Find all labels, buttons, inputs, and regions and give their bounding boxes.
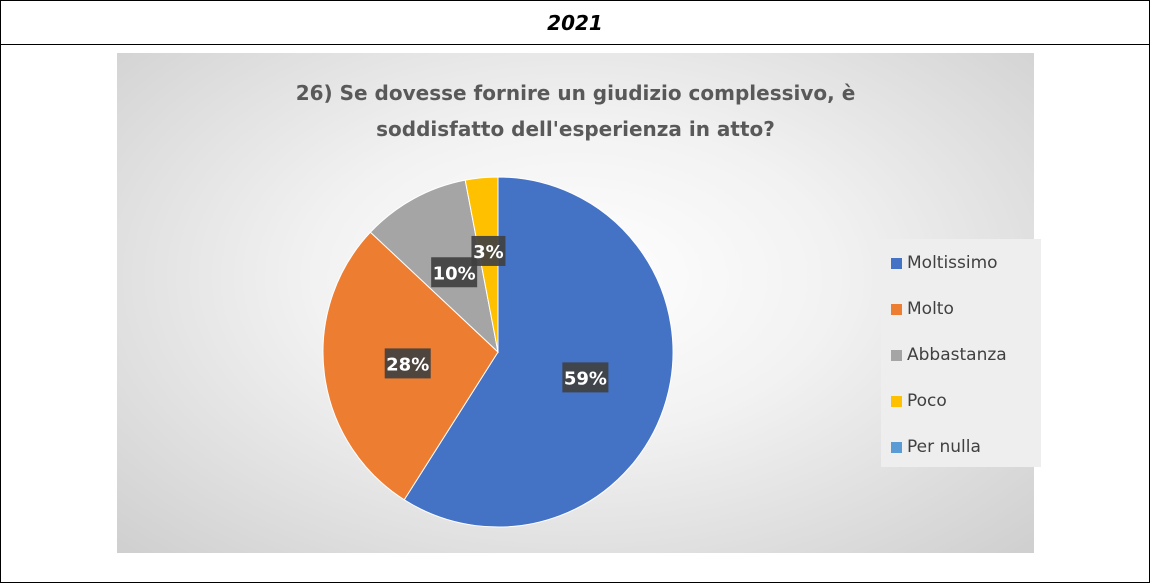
legend-item-moltissimo: Moltissimo — [891, 253, 998, 273]
pie-slice-moltissimo — [403, 176, 674, 528]
legend-item-abbastanza: Abbastanza — [891, 345, 1007, 365]
svg-text:28%: 28% — [386, 354, 429, 375]
chart-title: 26) Se dovesse fornire un giudizio compl… — [117, 75, 1034, 147]
svg-text:3%: 3% — [473, 242, 504, 263]
legend-swatch — [891, 349, 902, 361]
legend-label: Abbastanza — [907, 345, 1007, 365]
legend-item-poco: Poco — [891, 391, 947, 411]
legend-item-molto: Molto — [891, 299, 954, 319]
year-header: 2021 — [1, 1, 1149, 45]
svg-text:10%: 10% — [433, 263, 476, 284]
data-label-poco: 3% — [471, 235, 506, 266]
legend-label: Moltissimo — [907, 253, 998, 273]
chart-title-line-1: 26) Se dovesse fornire un giudizio compl… — [295, 81, 856, 105]
year-label: 2021 — [547, 10, 603, 35]
legend-swatch — [891, 303, 902, 315]
legend-label: Molto — [907, 299, 954, 319]
legend-item-per-nulla: Per nulla — [891, 437, 981, 457]
data-label-abbastanza: 10% — [431, 257, 478, 288]
data-label-moltissimo: 59% — [562, 362, 609, 393]
data-label-molto: 28% — [384, 348, 431, 379]
legend-swatch — [891, 441, 902, 453]
legend-label: Poco — [907, 391, 947, 411]
pie-chart: 59% 28% 10%3% — [322, 176, 674, 528]
chart-area: 26) Se dovesse fornire un giudizio compl… — [117, 53, 1041, 553]
chart-title-line-2: soddisfatto dell'esperienza in atto? — [376, 117, 775, 141]
legend-label: Per nulla — [907, 437, 981, 457]
legend-swatch — [891, 257, 902, 269]
svg-text:59%: 59% — [564, 368, 607, 389]
legend-swatch — [891, 395, 902, 407]
chart-legend: Moltissimo Molto Abbastanza Poco Per nulla — [881, 239, 1041, 467]
